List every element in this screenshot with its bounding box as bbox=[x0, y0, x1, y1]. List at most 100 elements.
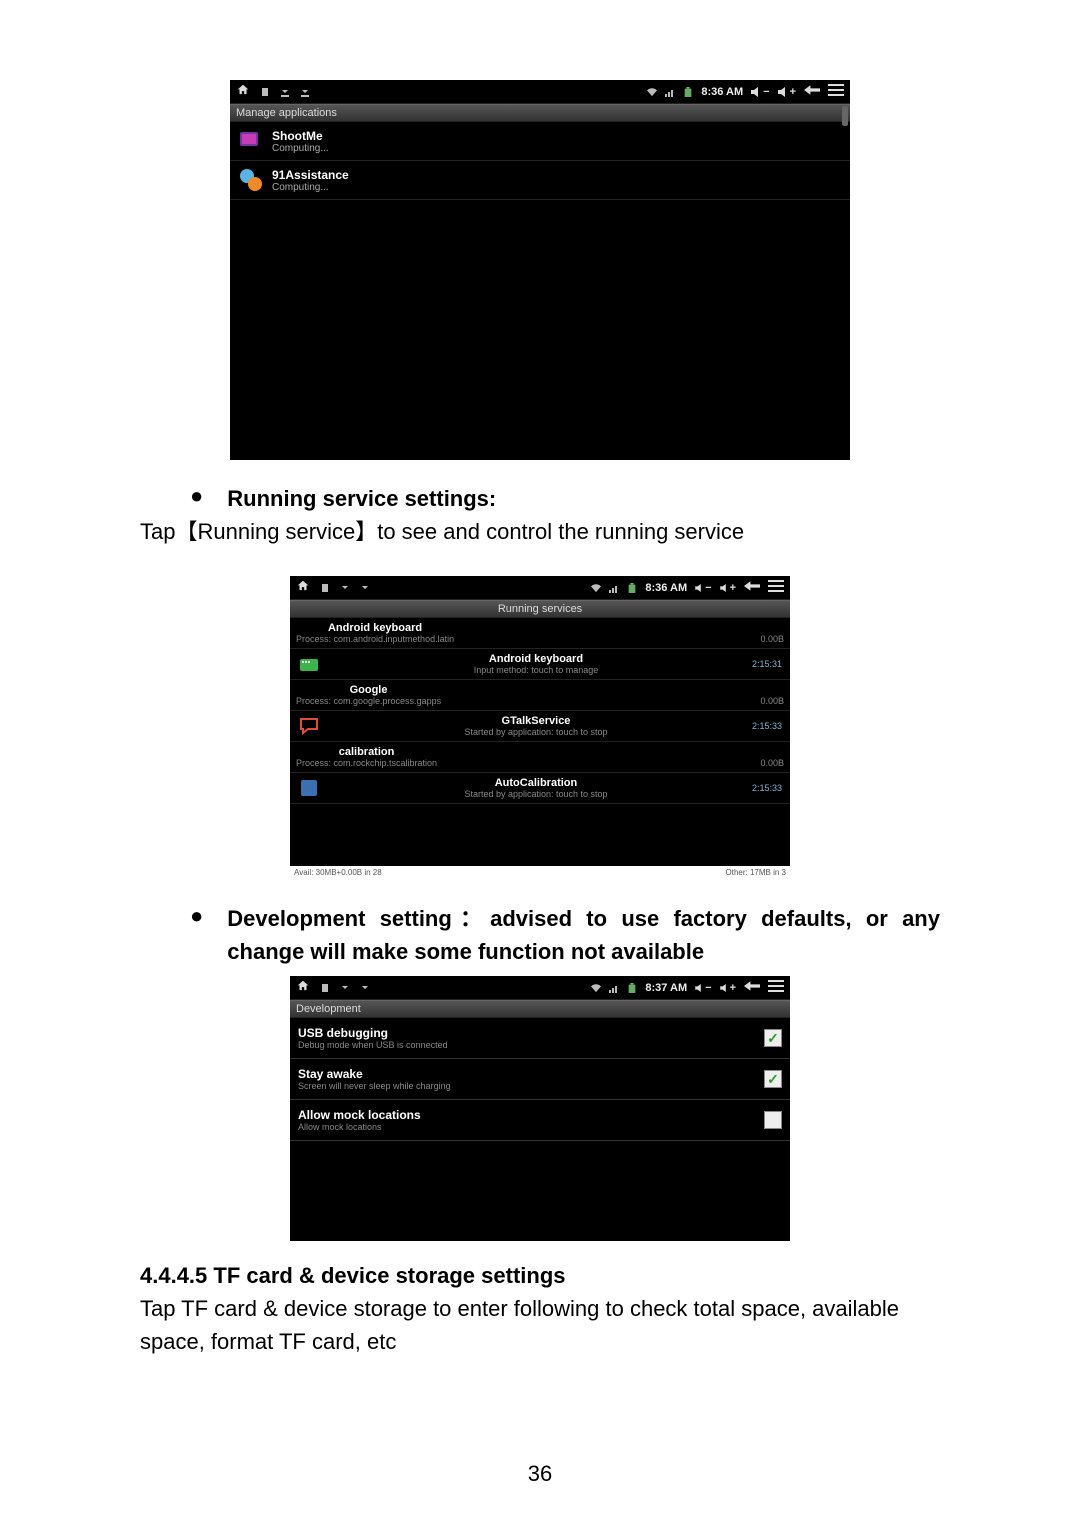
status-bar: 8:36 AM − + bbox=[290, 576, 790, 600]
bullet-marker: ● bbox=[190, 482, 203, 515]
document-page: 8:36 AM − + Manage applications bbox=[140, 80, 940, 1358]
screenshot-running-services: 8:36 AM − + Running services Android key… bbox=[290, 576, 790, 866]
option-sub: Debug mode when USB is connected bbox=[298, 1040, 448, 1050]
option-sub: Allow mock locations bbox=[298, 1122, 421, 1132]
service-item[interactable]: Android keyboard Input method: touch to … bbox=[290, 649, 790, 680]
option-title: USB debugging bbox=[298, 1026, 448, 1040]
status-time: 8:36 AM bbox=[701, 86, 743, 98]
menu-icon bbox=[768, 580, 784, 595]
volume-down-icon: − bbox=[695, 982, 711, 994]
screenshot-manage-apps: 8:36 AM − + Manage applications bbox=[230, 80, 850, 460]
back-icon bbox=[744, 980, 760, 995]
service-sub: Started by application: touch to stop bbox=[328, 789, 744, 799]
body-text: Tap【Running service】to see and control t… bbox=[140, 515, 940, 548]
wifi-icon bbox=[647, 87, 657, 97]
app-icon bbox=[238, 167, 264, 193]
download-icon bbox=[300, 87, 310, 97]
volume-down-icon: − bbox=[695, 582, 711, 594]
menu-icon bbox=[828, 84, 844, 99]
group-process: Process: com.google.process.gapps bbox=[296, 696, 441, 706]
usb-icon bbox=[320, 583, 330, 593]
app-name: 91Assistance bbox=[272, 168, 349, 182]
bullet-title: Running service settings: bbox=[227, 482, 496, 515]
dev-option[interactable]: USB debugging Debug mode when USB is con… bbox=[290, 1018, 790, 1059]
status-time: 8:36 AM bbox=[645, 582, 687, 594]
option-sub: Screen will never sleep while charging bbox=[298, 1081, 451, 1091]
download-icon bbox=[340, 983, 350, 993]
group-mem: 0.00B bbox=[760, 634, 784, 644]
service-duration: 2:15:31 bbox=[752, 659, 782, 669]
wifi-icon bbox=[591, 983, 601, 993]
group-mem: 0.00B bbox=[760, 758, 784, 768]
download-icon bbox=[340, 583, 350, 593]
dev-option[interactable]: Allow mock locations Allow mock location… bbox=[290, 1100, 790, 1141]
bullet-marker: ● bbox=[190, 902, 203, 968]
usb-icon bbox=[320, 983, 330, 993]
signal-icon bbox=[609, 983, 619, 993]
service-name: GTalkService bbox=[328, 715, 744, 727]
battery-icon bbox=[683, 87, 693, 97]
checkbox-unchecked-icon[interactable] bbox=[764, 1111, 782, 1129]
group-process: Process: com.rockchip.tscalibration bbox=[296, 758, 437, 768]
group-process: Process: com.android.inputmethod.latin bbox=[296, 634, 454, 644]
section-body: Tap TF card & device storage to enter fo… bbox=[140, 1292, 940, 1358]
menu-icon bbox=[768, 980, 784, 995]
service-group-header: Android keyboard Process: com.android.in… bbox=[290, 618, 790, 649]
bullet-item: ● Development setting：advised to use fac… bbox=[190, 902, 940, 968]
service-name: Android keyboard bbox=[328, 653, 744, 665]
volume-up-icon: + bbox=[720, 582, 736, 594]
page-number: 36 bbox=[0, 1461, 1080, 1487]
volume-down-icon: − bbox=[751, 86, 769, 98]
download-icon bbox=[360, 583, 370, 593]
dev-option[interactable]: Stay awake Screen will never sleep while… bbox=[290, 1059, 790, 1100]
status-bar: 8:37 AM − + bbox=[290, 976, 790, 1000]
screenshot-development: 8:37 AM − + Development USB debugging De… bbox=[290, 976, 790, 1241]
service-item[interactable]: AutoCalibration Started by application: … bbox=[290, 773, 790, 804]
status-time: 8:37 AM bbox=[645, 982, 687, 994]
back-icon bbox=[744, 580, 760, 595]
section-heading: 4.4.4.5 TF card & device storage setting… bbox=[140, 1259, 940, 1292]
calibration-icon bbox=[298, 777, 320, 799]
app-item[interactable]: ShootMe Computing... bbox=[230, 122, 850, 161]
footer-other: Other: 17MB in 3 bbox=[726, 868, 786, 877]
signal-icon bbox=[609, 583, 619, 593]
app-item[interactable]: 91Assistance Computing... bbox=[230, 161, 850, 200]
download-icon bbox=[280, 87, 290, 97]
option-title: Stay awake bbox=[298, 1067, 451, 1081]
group-title: Google bbox=[296, 684, 441, 696]
download-icon bbox=[360, 983, 370, 993]
talk-icon bbox=[298, 715, 320, 737]
service-name: AutoCalibration bbox=[328, 777, 744, 789]
app-icon bbox=[238, 128, 264, 154]
app-status: Computing... bbox=[272, 182, 349, 193]
footer-avail: Avail: 30MB+0.00B in 28 bbox=[294, 868, 382, 877]
battery-icon bbox=[627, 983, 637, 993]
wifi-icon bbox=[591, 583, 601, 593]
service-group-header: Google Process: com.google.process.gapps… bbox=[290, 680, 790, 711]
checkbox-checked-icon[interactable]: ✓ bbox=[764, 1070, 782, 1088]
group-title: Android keyboard bbox=[296, 622, 454, 634]
service-group-header: calibration Process: com.rockchip.tscali… bbox=[290, 742, 790, 773]
service-item[interactable]: GTalkService Started by application: tou… bbox=[290, 711, 790, 742]
signal-icon bbox=[665, 87, 675, 97]
section-header: Manage applications bbox=[230, 104, 850, 122]
back-icon bbox=[804, 84, 820, 99]
checkbox-checked-icon[interactable]: ✓ bbox=[764, 1029, 782, 1047]
status-bar: 8:36 AM − + bbox=[230, 80, 850, 104]
service-sub: Started by application: touch to stop bbox=[328, 727, 744, 737]
option-title: Allow mock locations bbox=[298, 1108, 421, 1122]
volume-up-icon: + bbox=[778, 86, 796, 98]
group-title: calibration bbox=[296, 746, 437, 758]
battery-icon bbox=[627, 583, 637, 593]
service-sub: Input method: touch to manage bbox=[328, 665, 744, 675]
app-status: Computing... bbox=[272, 143, 329, 154]
app-name: ShootMe bbox=[272, 129, 329, 143]
usb-icon bbox=[260, 87, 270, 97]
group-mem: 0.00B bbox=[760, 696, 784, 706]
service-duration: 2:15:33 bbox=[752, 783, 782, 793]
volume-up-icon: + bbox=[720, 982, 736, 994]
home-icon bbox=[236, 83, 250, 100]
keyboard-icon bbox=[298, 653, 320, 675]
scrollbar bbox=[842, 106, 848, 126]
section-header: Running services bbox=[290, 600, 790, 618]
